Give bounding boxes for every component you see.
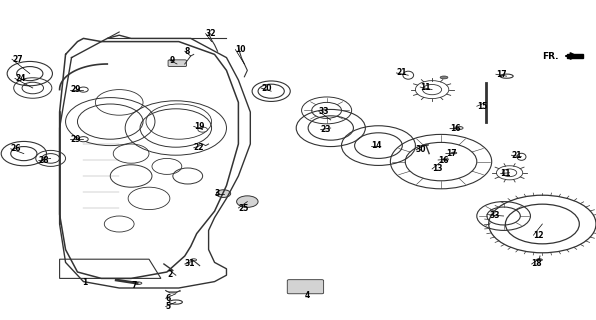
Text: 17: 17 [446, 149, 457, 158]
Text: 7: 7 [131, 281, 137, 290]
Ellipse shape [135, 282, 142, 284]
Circle shape [237, 196, 258, 207]
Text: 21: 21 [396, 68, 407, 77]
Circle shape [79, 137, 88, 142]
Text: 17: 17 [496, 70, 507, 79]
Ellipse shape [443, 158, 448, 161]
Ellipse shape [536, 259, 542, 261]
Text: 5: 5 [166, 302, 171, 311]
Text: 9: 9 [170, 56, 175, 65]
Text: 31: 31 [185, 260, 195, 268]
Ellipse shape [452, 152, 457, 154]
Ellipse shape [191, 259, 197, 261]
Text: 6: 6 [166, 294, 171, 303]
Ellipse shape [440, 76, 448, 79]
Text: FR.: FR. [542, 52, 559, 61]
Ellipse shape [455, 126, 463, 130]
Text: 33: 33 [319, 107, 330, 116]
FancyBboxPatch shape [168, 60, 187, 67]
Text: 11: 11 [501, 169, 511, 178]
Text: 29: 29 [70, 135, 81, 144]
Text: 24: 24 [15, 74, 26, 83]
Circle shape [198, 127, 207, 132]
Text: 18: 18 [532, 260, 542, 268]
Text: 14: 14 [371, 141, 381, 150]
Text: 1: 1 [82, 278, 87, 287]
Text: 33: 33 [490, 211, 501, 220]
Text: 12: 12 [533, 231, 544, 240]
Text: 23: 23 [321, 125, 331, 134]
Text: 3: 3 [215, 189, 220, 198]
Text: 13: 13 [432, 164, 443, 173]
Text: 15: 15 [477, 102, 487, 111]
Text: 32: 32 [206, 29, 216, 38]
Polygon shape [567, 54, 583, 58]
Text: 2: 2 [167, 270, 172, 279]
Text: 4: 4 [305, 292, 309, 300]
Text: 11: 11 [420, 83, 431, 92]
Circle shape [79, 87, 88, 92]
Text: 27: 27 [12, 55, 23, 64]
FancyBboxPatch shape [287, 280, 324, 294]
Text: 25: 25 [238, 204, 249, 212]
Text: 10: 10 [235, 45, 246, 54]
Text: 22: 22 [194, 143, 204, 152]
Text: 16: 16 [450, 124, 461, 133]
Text: 29: 29 [70, 85, 81, 94]
Text: 26: 26 [11, 144, 21, 153]
Text: 19: 19 [194, 122, 204, 131]
Text: 21: 21 [511, 151, 522, 160]
Text: 16: 16 [438, 156, 449, 164]
Ellipse shape [424, 144, 429, 146]
Text: 30: 30 [416, 145, 427, 154]
Text: 20: 20 [261, 84, 272, 92]
Text: 8: 8 [185, 47, 190, 56]
Circle shape [216, 190, 231, 197]
Text: 28: 28 [39, 156, 49, 165]
